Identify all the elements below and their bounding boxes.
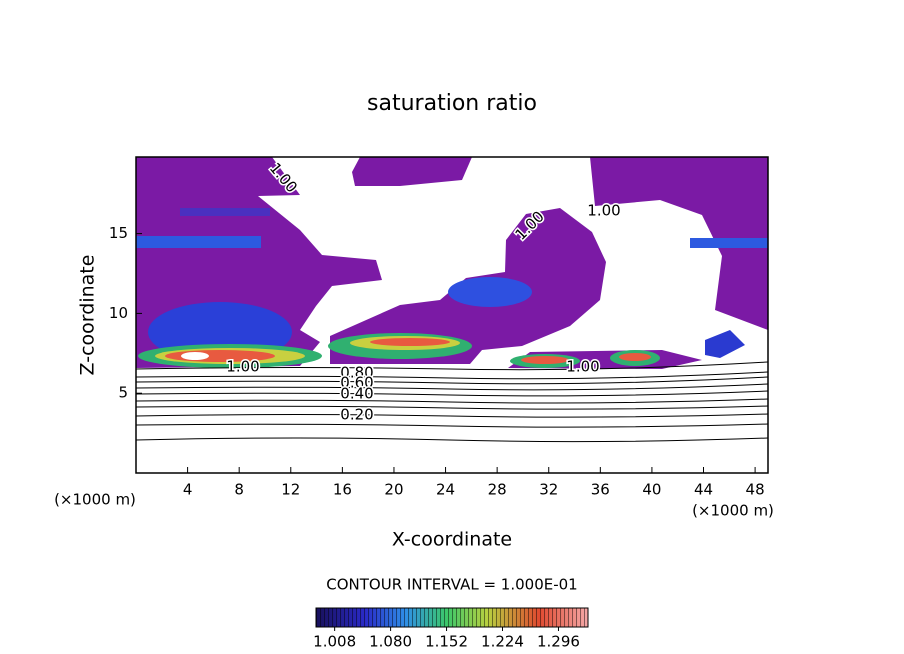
x-tick-label: 36 xyxy=(591,481,610,499)
fill-region xyxy=(370,338,450,346)
colorbar-tick-label: 1.008 xyxy=(313,633,356,651)
colorbar-frame xyxy=(315,607,589,628)
contour-lines xyxy=(136,361,768,443)
fill-region xyxy=(448,277,532,307)
contour-line xyxy=(136,376,768,385)
x-tick-label: 16 xyxy=(333,481,352,499)
fill-region xyxy=(180,208,270,216)
filled-contours xyxy=(136,157,768,443)
y-tick-label: 15 xyxy=(109,224,128,242)
contour-line xyxy=(136,437,768,443)
contour-label: 0.80 xyxy=(340,364,373,382)
contour-line xyxy=(136,361,768,371)
fill-region xyxy=(705,330,745,358)
contour-line xyxy=(136,405,768,410)
x-tick-label: 40 xyxy=(642,481,661,499)
fill-region xyxy=(619,353,651,361)
contour-line xyxy=(136,413,768,418)
y-tick-label: 5 xyxy=(118,384,128,402)
contour-line xyxy=(136,423,768,428)
fill-region xyxy=(136,236,261,248)
chart-title: saturation ratio xyxy=(367,91,537,116)
x-tick-label: 44 xyxy=(694,481,713,499)
x-tick-label: 8 xyxy=(234,481,244,499)
y-axis-unit: (×1000 m) xyxy=(54,491,136,509)
colorbar-tick-label: 1.152 xyxy=(425,633,468,651)
x-tick-label: 20 xyxy=(384,481,403,499)
contour-label: 1.00 xyxy=(566,358,599,376)
y-tick-label: 10 xyxy=(109,304,128,322)
contour-line xyxy=(136,398,768,404)
x-tick-label: 48 xyxy=(746,481,765,499)
x-axis-label: X-coordinate xyxy=(392,529,512,551)
contour-label: 1.00 xyxy=(587,202,620,220)
fill-region xyxy=(590,157,768,330)
x-tick-label: 24 xyxy=(436,481,455,499)
contour-interval: CONTOUR INTERVAL = 1.000E-01 xyxy=(326,576,577,594)
contour-line xyxy=(136,371,768,380)
contour-label: 0.20 xyxy=(340,406,373,424)
fill-region xyxy=(690,238,768,248)
contour-label: 0.40 xyxy=(340,385,373,403)
x-tick-label: 28 xyxy=(488,481,507,499)
fill-region xyxy=(521,356,569,364)
y-axis-label: Z-coordinate xyxy=(77,255,99,376)
contour-label: 1.00 xyxy=(226,358,259,376)
colorbar-tick-label: 1.080 xyxy=(369,633,412,651)
colorbar-stripes xyxy=(316,608,588,627)
colorbar-tick-label: 1.224 xyxy=(481,633,524,651)
contour-line xyxy=(136,383,768,391)
plot-frame xyxy=(135,156,769,474)
x-tick-label: 12 xyxy=(281,481,300,499)
fill-region xyxy=(181,352,209,360)
contour-line xyxy=(136,390,768,397)
x-tick-label: 32 xyxy=(539,481,558,499)
x-tick-label: 4 xyxy=(183,481,193,499)
colorbar-tick-label: 1.296 xyxy=(537,633,580,651)
fill-region xyxy=(352,157,472,186)
x-axis-unit: (×1000 m) xyxy=(692,502,774,520)
contour-label: 0.60 xyxy=(340,374,373,392)
